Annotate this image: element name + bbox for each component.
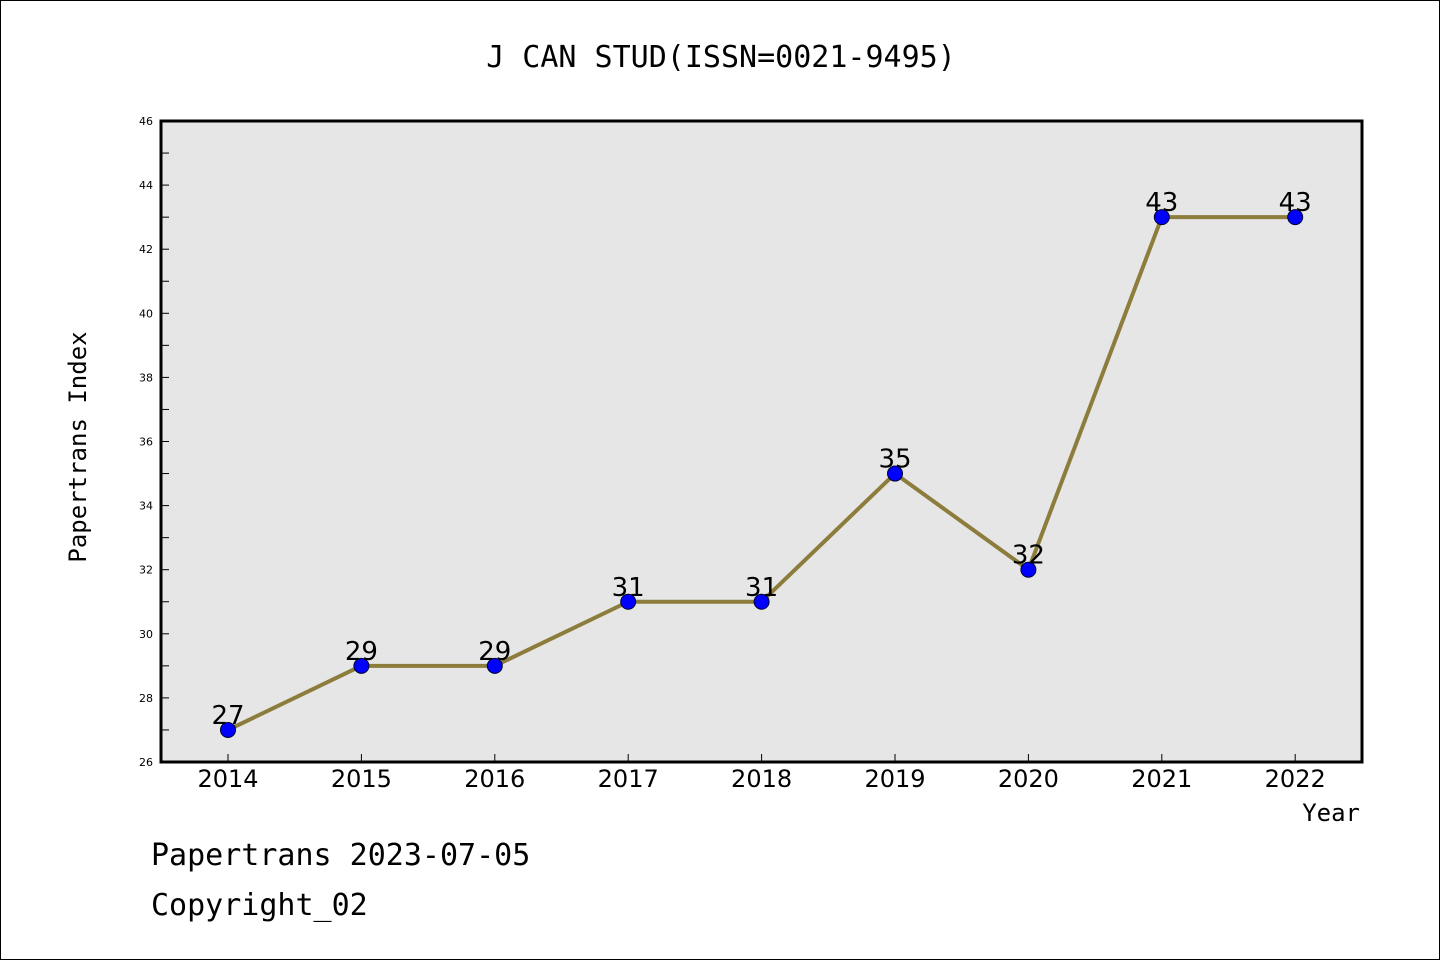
y-tick-label: 36 <box>139 436 153 449</box>
y-tick-label: 30 <box>139 628 153 641</box>
data-point-marker <box>1287 209 1304 226</box>
data-point-marker <box>753 593 770 610</box>
footer-copyright: Copyright_02 <box>151 888 368 923</box>
series-layer: 27 29 29 31 31 35 32 43 43 <box>211 188 1312 738</box>
data-label: 31 <box>612 573 645 603</box>
x-axis-label: Year <box>1302 799 1360 827</box>
y-tick-label: 46 <box>139 115 153 128</box>
y-tick-label: 32 <box>139 564 153 577</box>
data-point-marker <box>220 721 236 738</box>
data-label: 43 <box>1279 188 1312 218</box>
x-tick-label: 2020 <box>998 765 1059 793</box>
data-label: 31 <box>745 573 778 603</box>
x-tick-label: 2018 <box>731 765 792 793</box>
x-tick-label: 2014 <box>197 765 258 793</box>
plot-area <box>159 119 1364 764</box>
y-tick-label: 28 <box>139 692 153 705</box>
y-tick-label: 44 <box>139 179 153 192</box>
data-label: 29 <box>345 637 378 667</box>
footer-date: Papertrans 2023-07-05 <box>151 838 530 873</box>
x-tick-label: 2019 <box>864 765 925 793</box>
x-tick-label: 2016 <box>464 765 525 793</box>
chart-title: J CAN STUD(ISSN=0021-9495) <box>486 40 956 75</box>
data-label: 43 <box>1145 188 1178 218</box>
data-label: 27 <box>211 701 244 731</box>
data-label: 29 <box>478 637 511 667</box>
data-point-marker <box>486 657 503 674</box>
data-point-marker <box>1020 561 1037 578</box>
x-tick-label: 2021 <box>1131 765 1192 793</box>
x-tick-label: 2017 <box>598 765 659 793</box>
y-tick-label: 38 <box>139 371 153 384</box>
data-label: 32 <box>1012 541 1045 571</box>
y-tick-label: 42 <box>139 243 153 256</box>
data-point-marker <box>620 593 637 610</box>
x-tick-label: 2015 <box>331 765 392 793</box>
y-tick-label: 26 <box>139 756 153 769</box>
data-point-marker <box>887 465 903 482</box>
data-point-marker <box>1153 209 1170 226</box>
data-label: 35 <box>878 445 911 475</box>
y-tick-label: 40 <box>139 307 153 320</box>
x-axis: 2014 2015 2016 2017 2018 2019 2020 2021 2022 <box>197 754 1326 793</box>
y-tick-label: 34 <box>139 500 153 513</box>
data-point-marker <box>353 657 370 674</box>
x-tick-label: 2022 <box>1265 765 1326 793</box>
y-axis-label: Papertrans Index <box>64 331 92 562</box>
y-axis: 26 28 30 32 34 36 38 40 42 44 46 <box>139 115 169 769</box>
